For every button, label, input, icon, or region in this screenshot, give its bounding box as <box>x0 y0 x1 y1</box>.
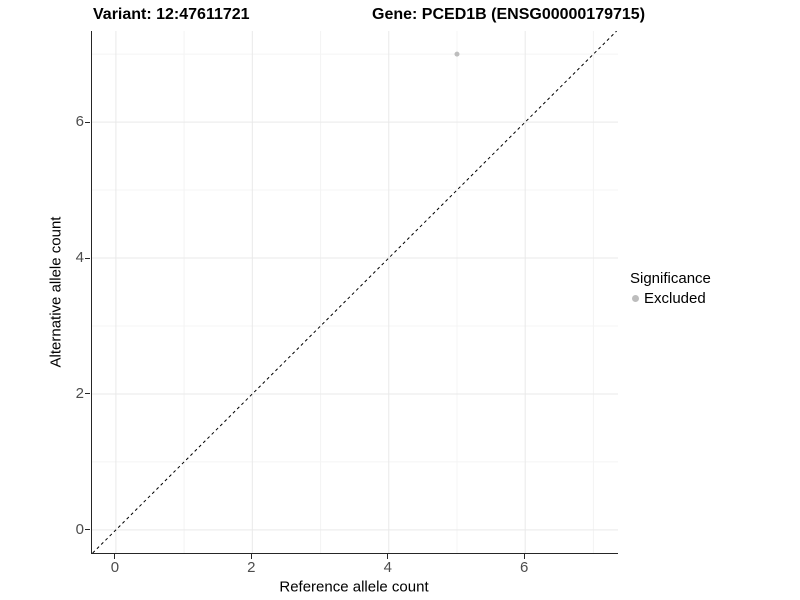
legend-item: Excluded <box>630 290 711 307</box>
x-tick-mark <box>250 554 252 559</box>
y-tick-label: 0 <box>75 520 84 538</box>
x-tick-label: 2 <box>247 559 256 576</box>
x-tick-label: 6 <box>520 559 529 576</box>
y-tick-mark <box>85 121 90 123</box>
plot-panel <box>91 31 618 554</box>
gene-title: Gene: PCED1B (ENSG00000179715) <box>372 6 646 23</box>
legend-title: Significance <box>630 270 711 287</box>
x-tick-mark <box>523 554 525 559</box>
y-tick-mark <box>85 257 90 259</box>
legend-items: Excluded <box>630 290 711 307</box>
variant-title: Variant: 12:47611721 <box>93 6 250 23</box>
legend-item-label: Excluded <box>644 290 706 307</box>
x-tick-label: 0 <box>110 559 120 576</box>
x-axis-title: Reference allele count <box>279 578 429 596</box>
y-tick-label: 6 <box>75 113 84 131</box>
x-tick-mark <box>387 554 389 559</box>
x-tick-mark <box>114 554 116 559</box>
scatter-plot-area <box>92 31 618 553</box>
data-point <box>454 51 460 57</box>
y-tick-mark <box>85 393 90 395</box>
identity-reference-line <box>92 31 617 553</box>
x-tick-label: 4 <box>383 559 392 576</box>
y-axis-title: Alternative allele count <box>47 216 65 368</box>
y-tick-label: 2 <box>75 384 84 402</box>
legend: Significance Excluded <box>630 270 711 307</box>
y-tick-mark <box>85 529 90 531</box>
legend-point-icon <box>632 295 639 302</box>
y-tick-label: 4 <box>75 249 84 267</box>
